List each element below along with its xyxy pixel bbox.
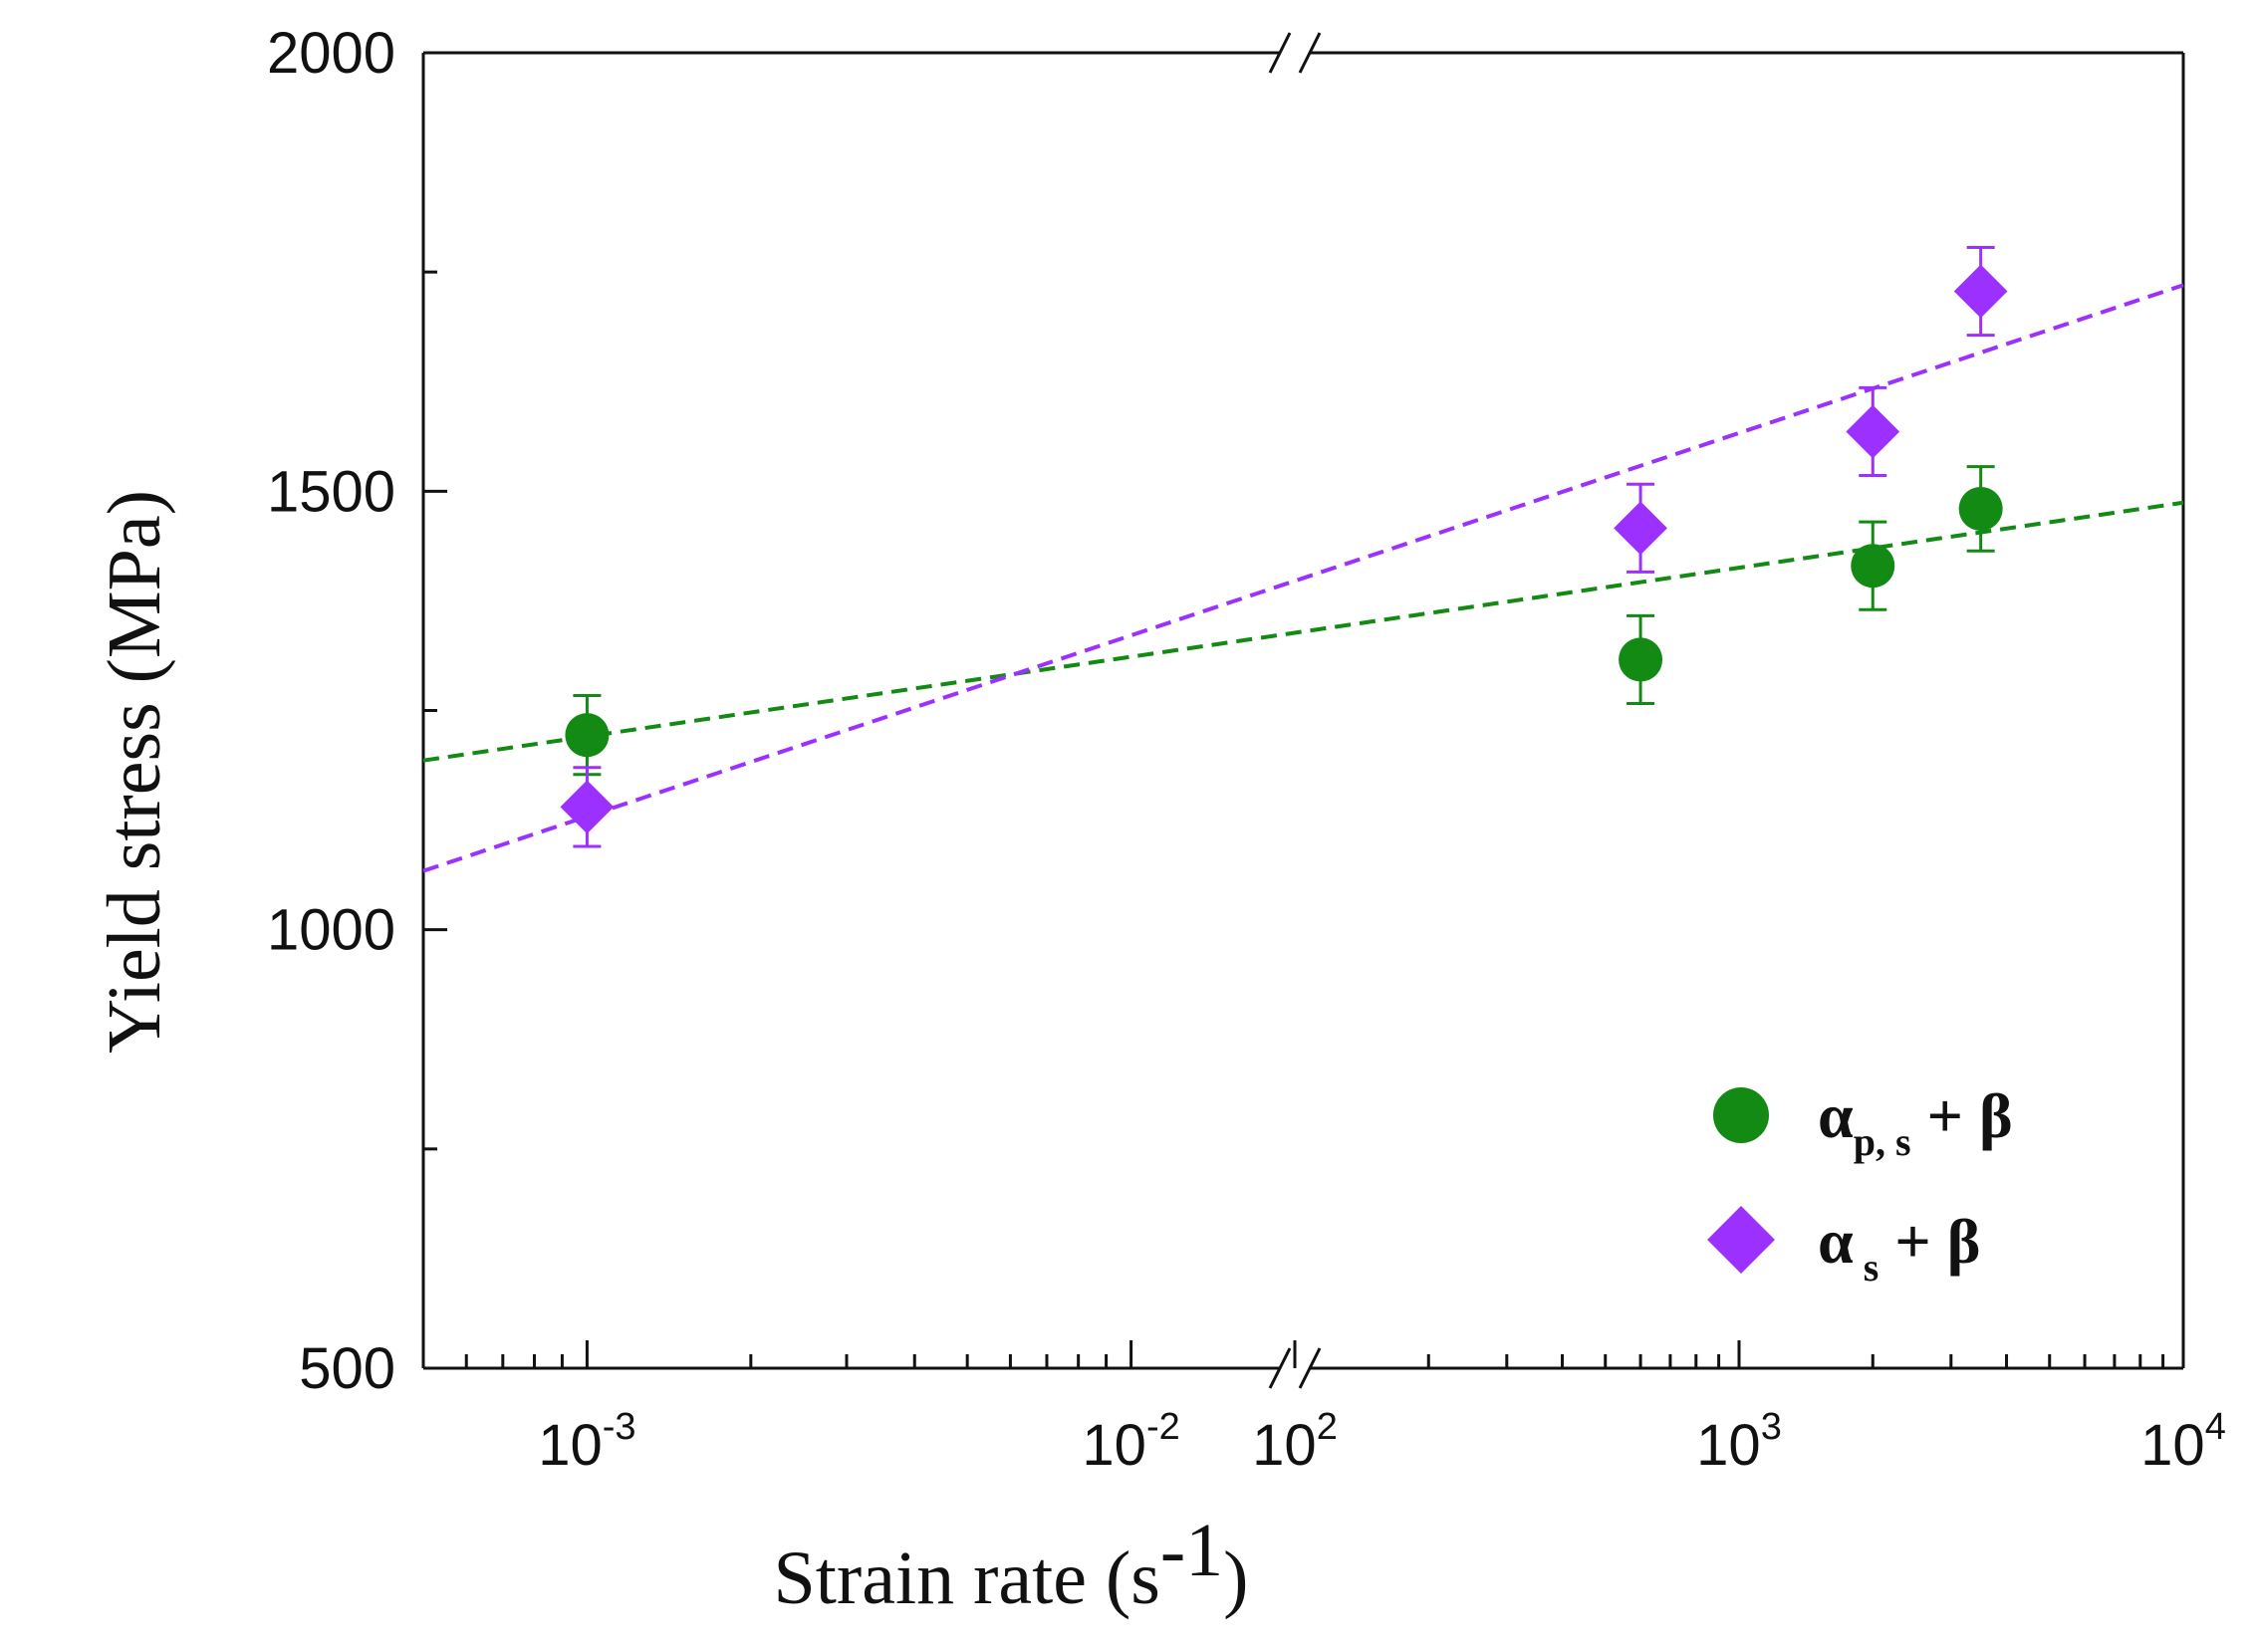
y-axis-ticks: 500 1000 1500 2000: [267, 21, 447, 1401]
y-tick-label: 1000: [267, 898, 395, 963]
y-tick-label: 500: [299, 1336, 395, 1401]
y-tick-label: 1500: [267, 459, 395, 524]
fit-line-diamond: [422, 283, 2184, 873]
data-point-circle: [1851, 544, 1895, 589]
bottom-break-slash-left: [1268, 1347, 1292, 1389]
top-break-slash-left: [1268, 32, 1292, 74]
data-point-diamond: [1953, 264, 2008, 319]
x-tick-label: 10-3: [538, 1406, 635, 1478]
top-break-slash-right: [1298, 32, 1322, 74]
top-break-gap: [1281, 47, 1309, 59]
bottom-break-slash-right: [1298, 1347, 1322, 1389]
x-tick-label: 10-2: [1082, 1406, 1179, 1478]
legend-label-alpha-ps-beta: αp, s + β: [1818, 1080, 2013, 1164]
x-axis-title: Strain rate (s-1): [774, 1509, 1249, 1620]
legend: αp, s + β α s + β: [1707, 1080, 2013, 1290]
data-point-diamond: [1614, 501, 1667, 556]
fit-lines: [422, 283, 2184, 873]
data-point-diamond: [560, 780, 615, 834]
data-points: [560, 246, 2008, 848]
data-point-circle: [565, 713, 610, 758]
y-tick-label: 2000: [267, 21, 395, 86]
y-axis-title: Yield stress (MPa): [93, 490, 176, 1054]
legend-marker-diamond: [1707, 1206, 1775, 1274]
plot-frame: [421, 51, 2185, 1370]
legend-label-alpha-s-beta: α s + β: [1818, 1206, 1980, 1290]
x-tick-label: 104: [2140, 1406, 2226, 1478]
x-axis-ticks: 10-3 10-2 102 103 104: [421, 1340, 2226, 1478]
x-tick-label: 102: [1252, 1406, 1338, 1478]
data-point-circle: [1958, 486, 2003, 531]
fit-line-circle: [422, 500, 2184, 763]
axis-breaks: [1268, 32, 1322, 1389]
legend-marker-circle: [1713, 1087, 1769, 1143]
x-tick-label: 103: [1696, 1406, 1782, 1478]
data-point-diamond: [1846, 404, 1900, 459]
data-point-circle: [1619, 637, 1663, 682]
